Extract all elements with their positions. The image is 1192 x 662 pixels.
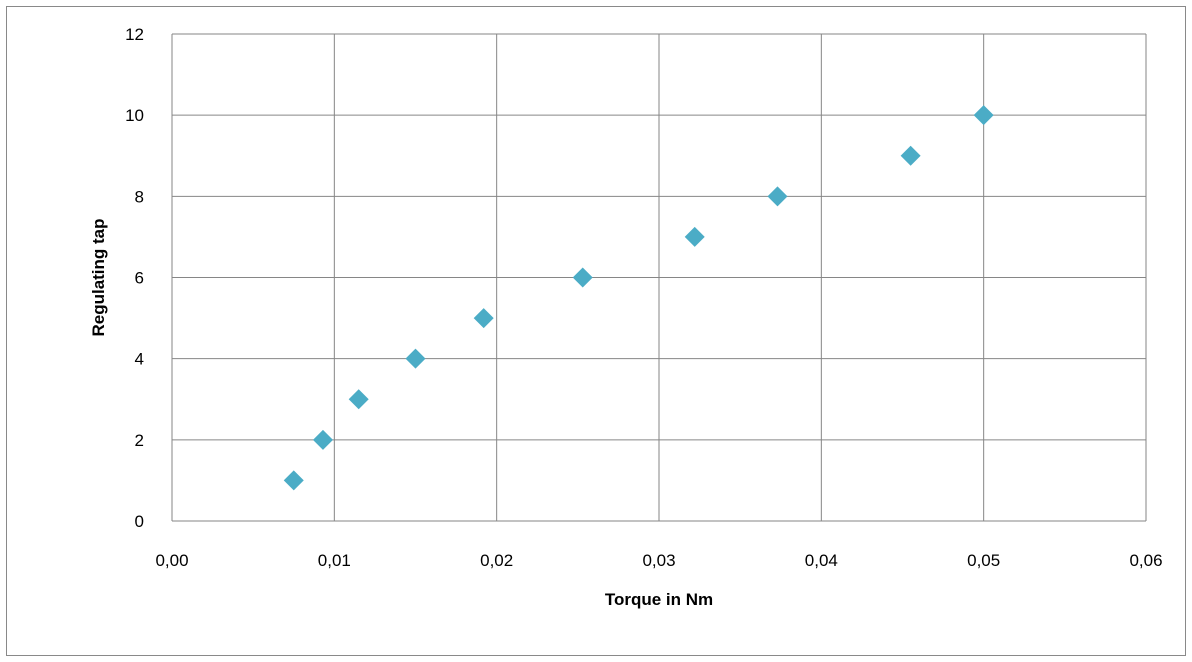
y-axis-ticks: 0 2 4 6 8 10 12 [125,25,144,531]
x-tick-label: 0,06 [1129,551,1162,570]
y-tick-label: 4 [135,350,144,369]
data-point [684,226,705,247]
y-tick-label: 6 [135,269,144,288]
x-axis-title: Torque in Nm [605,590,713,609]
gridlines [171,33,1147,522]
y-tick-label: 0 [135,512,144,531]
x-tick-label: 0,02 [480,551,513,570]
y-tick-label: 12 [125,25,144,44]
data-point [283,470,304,491]
data-point [767,186,788,207]
x-tick-label: 0,00 [155,551,188,570]
x-tick-label: 0,05 [967,551,1000,570]
x-tick-label: 0,03 [642,551,675,570]
data-point [973,105,994,126]
data-point [900,145,921,166]
data-point [348,389,369,410]
data-point [572,267,593,288]
y-tick-label: 2 [135,431,144,450]
x-axis-ticks: 0,00 0,01 0,02 0,03 0,04 0,05 0,06 [155,551,1162,570]
y-tick-label: 8 [135,187,144,206]
data-points [283,105,994,491]
y-axis-title: Regulating tap [89,218,108,336]
data-point [312,429,333,450]
y-tick-label: 10 [125,106,144,125]
data-point [473,308,494,329]
x-tick-label: 0,01 [318,551,351,570]
data-point [405,348,426,369]
x-tick-label: 0,04 [805,551,838,570]
